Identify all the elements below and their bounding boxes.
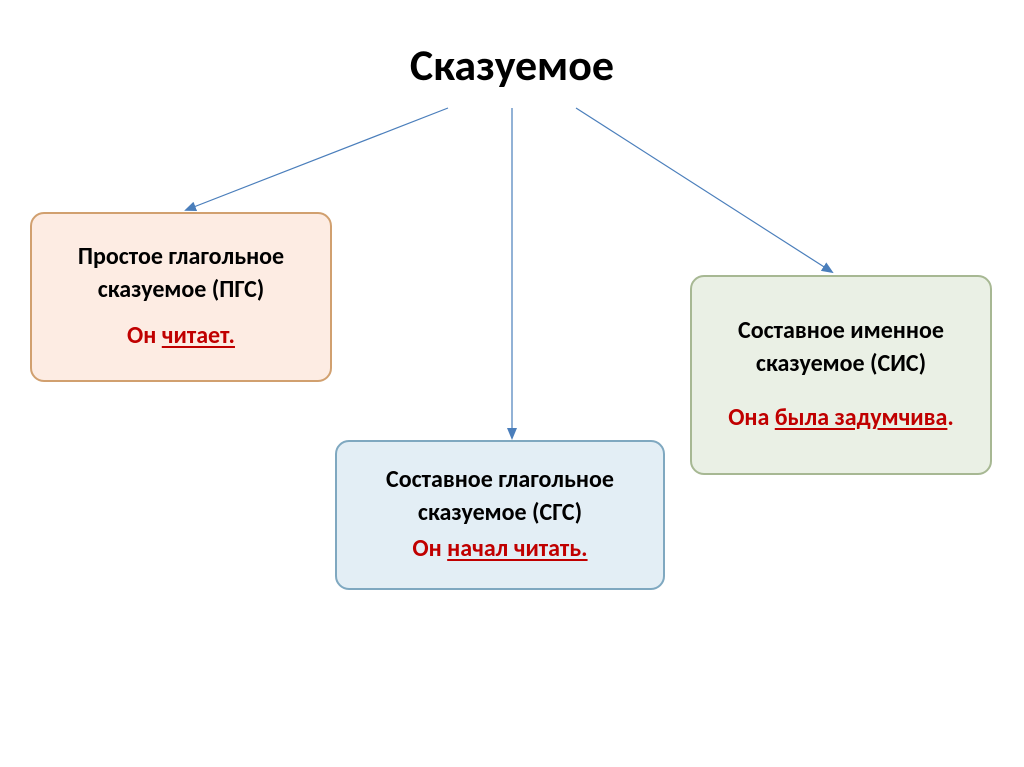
diagram-title: Сказуемое	[0, 38, 1024, 92]
arrow-to-left	[186, 108, 448, 210]
node-example: Она была задумчива.	[728, 402, 954, 434]
node-compound-nominal-predicate: Составное именное сказуемое (СИС) Она бы…	[690, 275, 992, 475]
node-label: Составное глагольное сказуемое (СГС)	[386, 464, 614, 529]
node-label: Составное именное сказуемое (СИС)	[738, 315, 944, 380]
node-label: Простое глагольное сказуемое (ПГС)	[78, 241, 284, 306]
arrow-to-right	[576, 108, 832, 272]
node-example: Он читает.	[127, 320, 235, 352]
node-simple-verbal-predicate: Простое глагольное сказуемое (ПГС) Он чи…	[30, 212, 332, 382]
node-compound-verbal-predicate: Составное глагольное сказуемое (СГС) Он …	[335, 440, 665, 590]
node-example: Он начал читать.	[412, 533, 587, 565]
